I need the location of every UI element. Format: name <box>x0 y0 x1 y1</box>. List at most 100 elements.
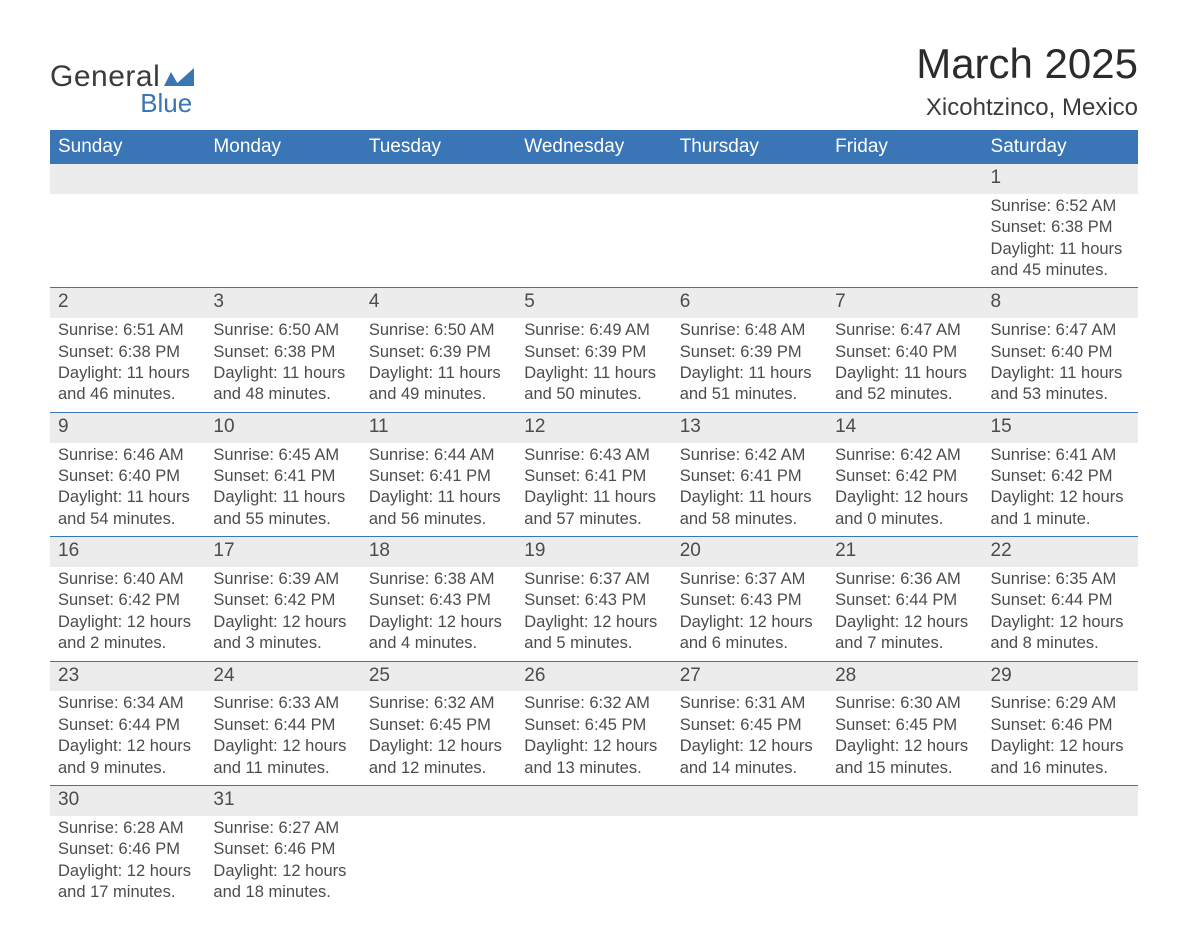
sunset-text: Sunset: 6:41 PM <box>369 466 508 487</box>
sunrise-text: Sunrise: 6:38 AM <box>369 569 508 590</box>
calendar-day-cell <box>516 164 671 288</box>
day-body: Sunrise: 6:38 AMSunset: 6:43 PMDaylight:… <box>361 567 516 661</box>
sunrise-text: Sunrise: 6:33 AM <box>213 693 352 714</box>
daylight-text: Daylight: 12 hours and 0 minutes. <box>835 487 974 530</box>
daylight-text: Daylight: 11 hours and 52 minutes. <box>835 363 974 406</box>
daylight-text: Daylight: 11 hours and 53 minutes. <box>991 363 1130 406</box>
calendar-day-cell <box>361 786 516 910</box>
day-number: 27 <box>672 662 827 692</box>
day-body <box>827 816 982 896</box>
daylight-text: Daylight: 11 hours and 58 minutes. <box>680 487 819 530</box>
sunrise-text: Sunrise: 6:31 AM <box>680 693 819 714</box>
day-number <box>672 164 827 194</box>
sunset-text: Sunset: 6:41 PM <box>524 466 663 487</box>
day-number: 23 <box>50 662 205 692</box>
weekday-header: Sunday <box>50 130 205 164</box>
sunset-text: Sunset: 6:40 PM <box>58 466 197 487</box>
day-number: 12 <box>516 413 671 443</box>
day-body: Sunrise: 6:34 AMSunset: 6:44 PMDaylight:… <box>50 691 205 785</box>
daylight-text: Daylight: 12 hours and 12 minutes. <box>369 736 508 779</box>
calendar-week-row: 1Sunrise: 6:52 AMSunset: 6:38 PMDaylight… <box>50 164 1138 288</box>
day-body <box>672 816 827 896</box>
calendar-day-cell: 13Sunrise: 6:42 AMSunset: 6:41 PMDayligh… <box>672 412 827 536</box>
sunrise-text: Sunrise: 6:27 AM <box>213 818 352 839</box>
day-number: 31 <box>205 786 360 816</box>
calendar-day-cell: 19Sunrise: 6:37 AMSunset: 6:43 PMDayligh… <box>516 537 671 661</box>
daylight-text: Daylight: 12 hours and 9 minutes. <box>58 736 197 779</box>
daylight-text: Daylight: 11 hours and 54 minutes. <box>58 487 197 530</box>
sunrise-text: Sunrise: 6:41 AM <box>991 445 1130 466</box>
calendar-day-cell: 25Sunrise: 6:32 AMSunset: 6:45 PMDayligh… <box>361 661 516 785</box>
calendar-day-cell: 28Sunrise: 6:30 AMSunset: 6:45 PMDayligh… <box>827 661 982 785</box>
daylight-text: Daylight: 12 hours and 18 minutes. <box>213 861 352 904</box>
calendar-day-cell: 24Sunrise: 6:33 AMSunset: 6:44 PMDayligh… <box>205 661 360 785</box>
day-body: Sunrise: 6:43 AMSunset: 6:41 PMDaylight:… <box>516 443 671 537</box>
day-body: Sunrise: 6:42 AMSunset: 6:41 PMDaylight:… <box>672 443 827 537</box>
calendar-day-cell: 3Sunrise: 6:50 AMSunset: 6:38 PMDaylight… <box>205 288 360 412</box>
sunset-text: Sunset: 6:44 PM <box>835 590 974 611</box>
calendar-day-cell: 21Sunrise: 6:36 AMSunset: 6:44 PMDayligh… <box>827 537 982 661</box>
day-number: 26 <box>516 662 671 692</box>
daylight-text: Daylight: 12 hours and 3 minutes. <box>213 612 352 655</box>
calendar-day-cell: 20Sunrise: 6:37 AMSunset: 6:43 PMDayligh… <box>672 537 827 661</box>
logo-text2: Blue <box>50 90 194 116</box>
title-block: March 2025 Xicohtzinco, Mexico <box>916 40 1138 122</box>
day-number <box>672 786 827 816</box>
day-number <box>205 164 360 194</box>
daylight-text: Daylight: 11 hours and 48 minutes. <box>213 363 352 406</box>
calendar-day-cell: 31Sunrise: 6:27 AMSunset: 6:46 PMDayligh… <box>205 786 360 910</box>
sunset-text: Sunset: 6:38 PM <box>213 342 352 363</box>
sunset-text: Sunset: 6:42 PM <box>991 466 1130 487</box>
sunset-text: Sunset: 6:41 PM <box>213 466 352 487</box>
daylight-text: Daylight: 11 hours and 49 minutes. <box>369 363 508 406</box>
sunrise-text: Sunrise: 6:32 AM <box>369 693 508 714</box>
sunset-text: Sunset: 6:42 PM <box>835 466 974 487</box>
weekday-header: Wednesday <box>516 130 671 164</box>
daylight-text: Daylight: 12 hours and 15 minutes. <box>835 736 974 779</box>
day-body <box>205 194 360 274</box>
day-number: 7 <box>827 288 982 318</box>
sunset-text: Sunset: 6:43 PM <box>369 590 508 611</box>
sunrise-text: Sunrise: 6:35 AM <box>991 569 1130 590</box>
calendar-week-row: 16Sunrise: 6:40 AMSunset: 6:42 PMDayligh… <box>50 537 1138 661</box>
sunrise-text: Sunrise: 6:48 AM <box>680 320 819 341</box>
day-number: 6 <box>672 288 827 318</box>
weekday-header: Friday <box>827 130 982 164</box>
calendar-day-cell <box>50 164 205 288</box>
calendar-day-cell: 11Sunrise: 6:44 AMSunset: 6:41 PMDayligh… <box>361 412 516 536</box>
calendar-day-cell <box>361 164 516 288</box>
daylight-text: Daylight: 12 hours and 7 minutes. <box>835 612 974 655</box>
sunrise-text: Sunrise: 6:44 AM <box>369 445 508 466</box>
sunset-text: Sunset: 6:45 PM <box>524 715 663 736</box>
day-number: 29 <box>983 662 1138 692</box>
calendar-week-row: 30Sunrise: 6:28 AMSunset: 6:46 PMDayligh… <box>50 786 1138 910</box>
day-number: 30 <box>50 786 205 816</box>
day-body: Sunrise: 6:37 AMSunset: 6:43 PMDaylight:… <box>516 567 671 661</box>
day-body <box>516 816 671 896</box>
day-body: Sunrise: 6:47 AMSunset: 6:40 PMDaylight:… <box>983 318 1138 412</box>
sunset-text: Sunset: 6:46 PM <box>58 839 197 860</box>
calendar-day-cell: 5Sunrise: 6:49 AMSunset: 6:39 PMDaylight… <box>516 288 671 412</box>
sunset-text: Sunset: 6:44 PM <box>991 590 1130 611</box>
day-body: Sunrise: 6:31 AMSunset: 6:45 PMDaylight:… <box>672 691 827 785</box>
day-body: Sunrise: 6:42 AMSunset: 6:42 PMDaylight:… <box>827 443 982 537</box>
sunrise-text: Sunrise: 6:40 AM <box>58 569 197 590</box>
day-body: Sunrise: 6:51 AMSunset: 6:38 PMDaylight:… <box>50 318 205 412</box>
sunset-text: Sunset: 6:39 PM <box>680 342 819 363</box>
sunrise-text: Sunrise: 6:52 AM <box>991 196 1130 217</box>
sunset-text: Sunset: 6:43 PM <box>524 590 663 611</box>
sunrise-text: Sunrise: 6:39 AM <box>213 569 352 590</box>
calendar-day-cell: 9Sunrise: 6:46 AMSunset: 6:40 PMDaylight… <box>50 412 205 536</box>
page-header: General Blue March 2025 Xicohtzinco, Mex… <box>50 40 1138 122</box>
day-number: 4 <box>361 288 516 318</box>
sunset-text: Sunset: 6:39 PM <box>369 342 508 363</box>
day-body: Sunrise: 6:33 AMSunset: 6:44 PMDaylight:… <box>205 691 360 785</box>
calendar-day-cell <box>672 164 827 288</box>
day-number: 25 <box>361 662 516 692</box>
day-number: 5 <box>516 288 671 318</box>
calendar-table: Sunday Monday Tuesday Wednesday Thursday… <box>50 130 1138 910</box>
daylight-text: Daylight: 12 hours and 4 minutes. <box>369 612 508 655</box>
day-number: 1 <box>983 164 1138 194</box>
page-title: March 2025 <box>916 40 1138 88</box>
sunrise-text: Sunrise: 6:43 AM <box>524 445 663 466</box>
